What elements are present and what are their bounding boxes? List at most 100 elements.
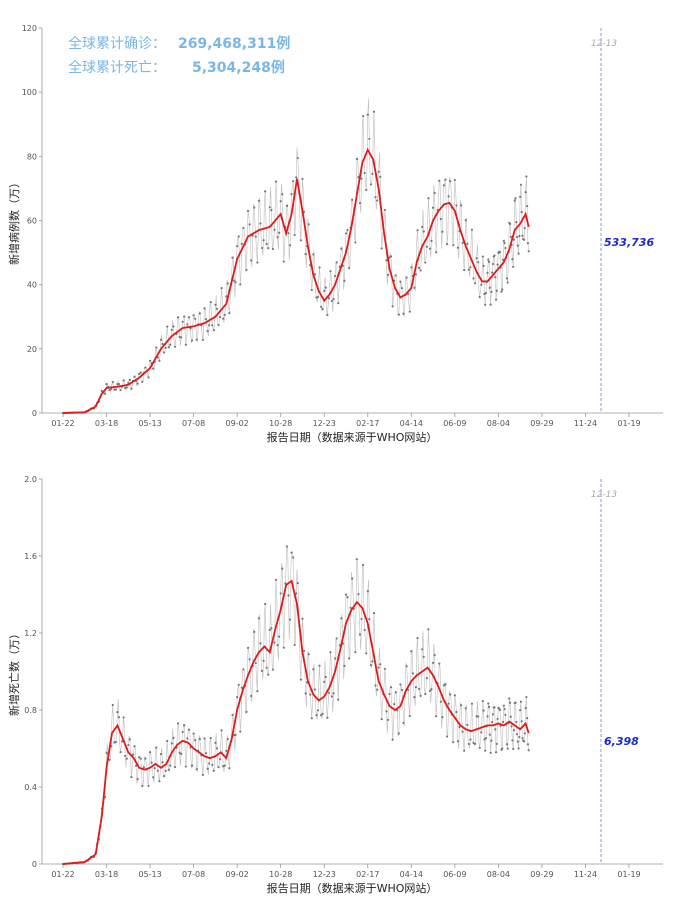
c1-raw-point	[504, 246, 507, 250]
c2-raw-point	[195, 768, 198, 771]
c2-raw-point	[509, 715, 512, 718]
c2-raw-point	[405, 665, 408, 668]
c2-y-tick-label: 2.0	[24, 475, 37, 484]
c2-raw-point	[248, 658, 251, 661]
c2-raw-point	[526, 743, 530, 746]
c1-raw-point	[433, 191, 436, 195]
c1-raw-point	[354, 241, 357, 244]
c2-raw-point	[473, 742, 477, 745]
c2-raw-point	[442, 684, 446, 687]
c1-raw-point	[307, 223, 310, 226]
c1-raw-point	[335, 261, 338, 264]
c2-raw-point	[369, 664, 372, 667]
c2-raw-point	[259, 642, 262, 645]
c1-raw-point	[438, 179, 441, 182]
c2-x-tick-label: 09-02	[226, 870, 249, 879]
c1-raw-point	[484, 303, 487, 306]
c2-raw-point	[396, 709, 399, 712]
c1-raw-point	[514, 197, 517, 200]
cases-x-ticks: 01-22 03-18 05-13 07-08 09-02 10-28 12-23 02-17…	[51, 413, 641, 428]
c1-raw-point	[503, 241, 506, 245]
c1-raw-point	[164, 346, 167, 349]
c1-raw-point	[449, 180, 452, 183]
c1-raw-point	[316, 295, 320, 299]
c1-raw-point	[301, 177, 304, 181]
c2-raw-point	[414, 686, 418, 689]
c1-raw-point	[183, 315, 186, 318]
c1-raw-point	[194, 317, 197, 320]
c1-raw-point	[385, 259, 388, 262]
c2-raw-point	[452, 740, 455, 744]
c2-raw-point	[313, 688, 316, 691]
c2-raw-point	[326, 716, 329, 719]
c1-raw-point	[240, 242, 243, 245]
c2-raw-point	[312, 668, 315, 671]
c1-raw-point	[496, 263, 499, 266]
c1-raw-point	[318, 266, 321, 269]
c2-raw-point	[523, 732, 526, 735]
c1-raw-point	[435, 251, 438, 254]
c2-raw-point	[377, 666, 380, 669]
c2-raw-point	[519, 700, 523, 703]
c2-raw-point	[254, 661, 257, 665]
c2-raw-point	[411, 672, 414, 675]
c1-x-tick-label: 10-28	[269, 419, 292, 428]
c2-raw-point	[302, 649, 306, 652]
c1-raw-point	[517, 252, 520, 255]
c1-raw-point	[527, 250, 530, 253]
c2-raw-point	[419, 694, 422, 697]
c1-raw-point	[310, 288, 313, 292]
c1-raw-point	[130, 387, 133, 390]
c2-raw-point	[180, 752, 183, 756]
c1-raw-point	[299, 239, 303, 242]
c2-raw-point	[355, 558, 358, 561]
c1-y-tick-label: 120	[22, 24, 37, 33]
c1-raw-point	[337, 302, 340, 305]
c2-raw-point	[494, 728, 497, 731]
c2-raw-point	[463, 749, 466, 752]
c1-raw-point	[493, 254, 496, 257]
c2-raw-point	[214, 741, 217, 744]
c1-raw-point	[452, 244, 455, 247]
c1-raw-point	[159, 338, 163, 341]
c1-raw-point	[524, 191, 527, 194]
c2-raw-point	[253, 630, 256, 633]
c1-raw-point	[523, 227, 526, 230]
c1-raw-point	[360, 177, 363, 180]
c1-raw-point	[463, 268, 466, 272]
c1-raw-point	[419, 269, 422, 272]
c1-raw-point	[332, 297, 335, 301]
c1-y-tick-label: 20	[27, 345, 37, 354]
c2-raw-point	[439, 700, 442, 703]
c2-raw-point	[201, 773, 205, 777]
confirmed-value: 269,468,311例	[178, 35, 290, 52]
c1-raw-point	[439, 217, 442, 221]
c1-raw-point	[246, 209, 250, 212]
c2-raw-point	[487, 702, 490, 705]
deaths-value: 5,304,248例	[192, 59, 285, 76]
c1-raw-point	[346, 228, 349, 232]
c1-raw-point	[506, 281, 509, 284]
c1-raw-point	[262, 239, 265, 242]
c2-raw-point	[318, 664, 321, 667]
c2-raw-point	[144, 757, 147, 760]
c2-raw-point	[389, 686, 393, 689]
c2-raw-point	[445, 735, 449, 738]
c2-x-tick-label: 10-28	[269, 870, 292, 879]
c2-raw-point	[153, 767, 156, 770]
c1-raw-point	[380, 247, 383, 250]
c2-raw-point	[124, 754, 127, 758]
c2-y-tick-label: 0.4	[24, 783, 37, 792]
c1-raw-point	[515, 221, 518, 224]
c2-raw-point	[348, 657, 351, 660]
c2-raw-point	[526, 717, 529, 720]
c2-raw-point	[139, 757, 142, 760]
c1-raw-point	[455, 204, 458, 207]
c2-x-tick-label: 09-29	[530, 870, 553, 879]
c1-raw-point	[281, 193, 284, 196]
c1-raw-point	[348, 266, 351, 270]
c2-raw-point	[487, 705, 491, 709]
c1-raw-point	[203, 307, 206, 310]
c2-raw-point	[506, 747, 509, 750]
cases-end-value: 533,736	[604, 236, 654, 249]
